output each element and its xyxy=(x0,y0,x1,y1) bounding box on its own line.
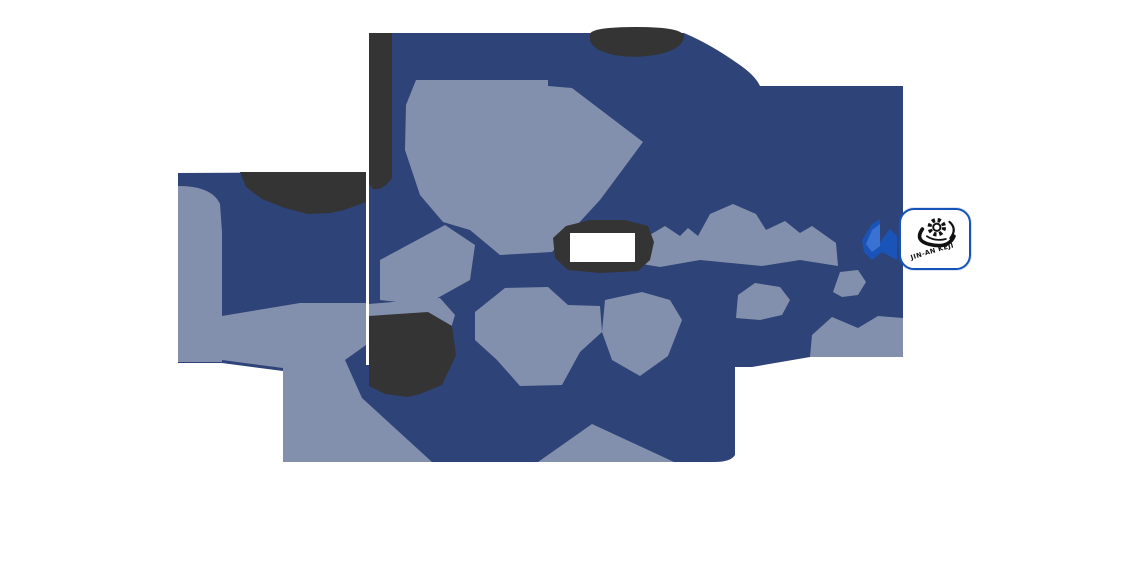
slate-hexagon-a xyxy=(475,287,602,386)
slate-small-blob-1 xyxy=(736,283,790,320)
dark-vertical-strip xyxy=(369,33,392,190)
slate-lower-left-band xyxy=(222,303,432,462)
slate-hexagon-b xyxy=(602,292,682,376)
slate-cloud-chain xyxy=(642,204,838,267)
dark-hull xyxy=(369,312,456,397)
slate-small-blob-2 xyxy=(833,270,866,297)
dark-hill xyxy=(240,172,366,214)
slate-corner-mass xyxy=(810,316,903,357)
white-center-rect xyxy=(570,233,635,262)
slate-bottom-triangle xyxy=(538,424,674,462)
customer-service-widget-button[interactable]: JIN-AN KEJI xyxy=(899,208,971,270)
gear-logo-icon xyxy=(917,218,956,248)
slate-top-diamond xyxy=(405,80,643,255)
accent-ribbon-highlight xyxy=(866,224,880,252)
slate-left-column xyxy=(178,186,222,362)
dark-top-disc xyxy=(590,27,684,57)
white-divider-line xyxy=(366,33,369,365)
slate-diamond-tail xyxy=(380,225,475,305)
